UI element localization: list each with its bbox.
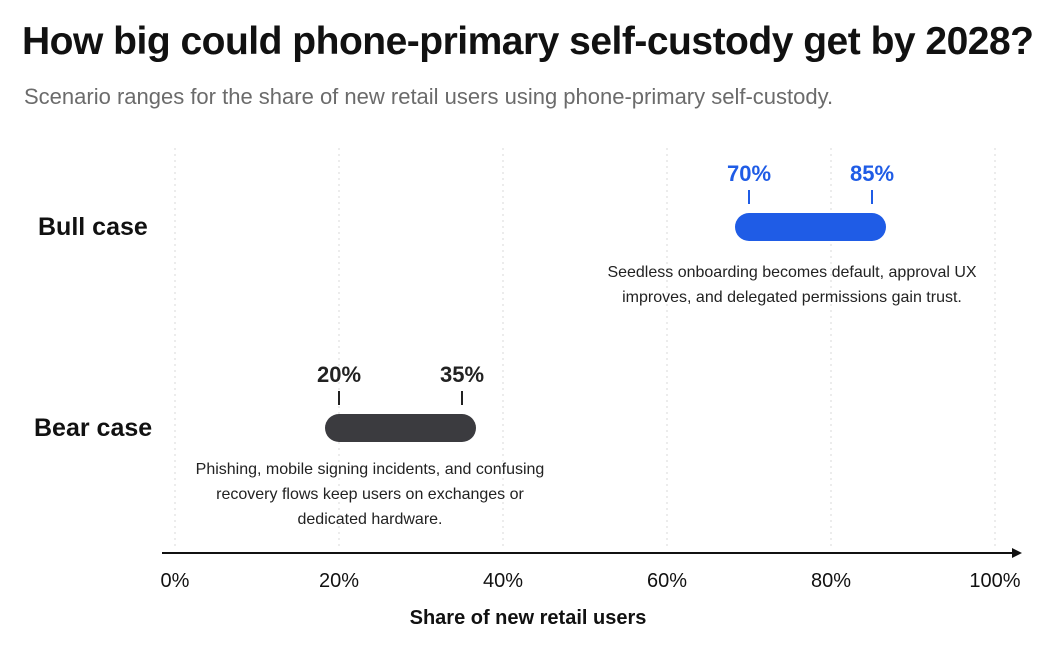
bull-case-note: Seedless onboarding becomes default, app… bbox=[607, 264, 977, 306]
x-tick-labels: 0% 20% 40% 60% 80% 100% bbox=[161, 570, 1021, 592]
chart-title: How big could phone-primary self-custody… bbox=[22, 20, 1034, 63]
bull-case-high-label: 85% bbox=[850, 161, 894, 186]
bear-case-label: Bear case bbox=[34, 414, 152, 442]
x-tick-label: 40% bbox=[483, 570, 523, 592]
x-tick-label: 0% bbox=[161, 570, 190, 592]
range-bars: 70% 85% 20% 35% bbox=[317, 161, 894, 442]
bear-case-low-label: 20% bbox=[317, 362, 361, 387]
bear-case-note: Phishing, mobile signing incidents, and … bbox=[195, 461, 545, 528]
x-tick-label: 80% bbox=[811, 570, 851, 592]
x-tick-label: 100% bbox=[969, 570, 1020, 592]
bull-case-low-label: 70% bbox=[727, 161, 771, 186]
category-labels: Bull case Bear case bbox=[34, 213, 152, 442]
bear-case-high-label: 35% bbox=[440, 362, 484, 387]
x-tick-label: 20% bbox=[319, 570, 359, 592]
bull-case-label: Bull case bbox=[38, 213, 148, 241]
bull-case-range-bar bbox=[735, 213, 886, 241]
chart-subtitle: Scenario ranges for the share of new ret… bbox=[24, 84, 834, 109]
x-tick-label: 60% bbox=[647, 570, 687, 592]
bear-case-range-bar bbox=[325, 414, 476, 442]
x-axis-title: Share of new retail users bbox=[410, 607, 647, 629]
